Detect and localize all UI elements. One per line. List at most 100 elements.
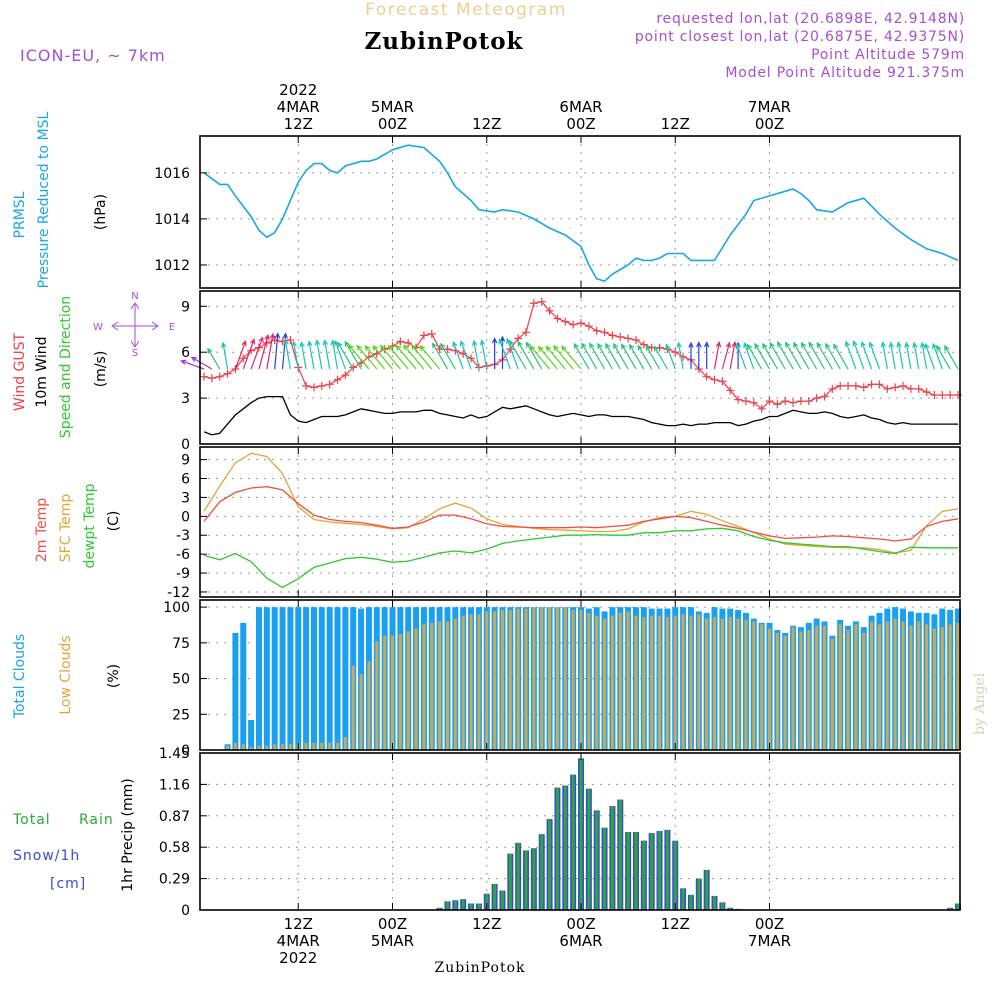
model-label: ICON-EU, ~ 7km xyxy=(20,46,166,65)
temperature-panel xyxy=(203,452,959,589)
wind-gust-point xyxy=(435,345,444,354)
total-cloud-bar xyxy=(240,622,247,750)
rain-bar xyxy=(500,890,504,910)
panel-frames xyxy=(199,135,961,911)
low-cloud-bar xyxy=(516,608,520,750)
clouds-ytick-label: 25 xyxy=(172,707,190,723)
time-label-bottom: 00Z xyxy=(378,915,407,933)
precipitation-ytick-label: 0.87 xyxy=(159,809,190,825)
low-cloud-bar xyxy=(328,742,332,750)
wind-direction-arrow xyxy=(299,341,307,370)
low-cloud-bar xyxy=(438,621,442,750)
wind-direction-arrow xyxy=(825,342,841,370)
low-cloud-bar xyxy=(375,641,379,750)
wind-direction-arrow xyxy=(274,332,281,370)
wind-ytick-label: 6 xyxy=(181,345,190,361)
wind-direction-arrow xyxy=(800,341,818,370)
temperature-frame xyxy=(199,446,961,598)
low-cloud-bar xyxy=(351,665,355,750)
low-cloud-bar xyxy=(948,624,952,750)
precip-legend-total: Total xyxy=(12,812,51,828)
wind-direction-arrow xyxy=(924,342,935,370)
temperature-ytick-label: 0 xyxy=(181,509,190,525)
wind-gust-point xyxy=(309,383,318,392)
rain-bar xyxy=(634,832,638,910)
wind-direction-arrow xyxy=(281,332,288,370)
low-cloud-bar xyxy=(736,618,740,750)
wind-gust-point xyxy=(529,299,538,308)
wind-gust-point xyxy=(859,383,868,392)
low-cloud-bar xyxy=(548,607,552,750)
pressure-labels: PRMSL Pressure Reduced to MSL (hPa) xyxy=(12,111,109,288)
wind-direction-arrow xyxy=(597,342,613,370)
wind-direction-arrow xyxy=(344,340,362,370)
wind-gust-point xyxy=(537,297,546,306)
wind-direction-arrow xyxy=(221,341,229,370)
rain-bar xyxy=(650,833,654,910)
rain-bar xyxy=(697,878,701,910)
pressure-label-unit: (hPa) xyxy=(93,194,109,230)
wind-gust-point xyxy=(883,384,892,393)
low-cloud-bar xyxy=(563,607,567,750)
compass-w: W xyxy=(93,322,103,333)
low-cloud-bar xyxy=(603,618,607,750)
wind-direction-arrow xyxy=(364,344,386,370)
wind-direction-arrow xyxy=(395,344,417,370)
wind-direction-arrow xyxy=(509,339,527,370)
rain-bar xyxy=(438,907,442,910)
low-cloud-bar xyxy=(862,632,866,750)
low-cloud-bar xyxy=(846,630,850,750)
wind-direction-arrow xyxy=(379,344,401,370)
rain-bar xyxy=(493,884,497,910)
total-cloud-bar xyxy=(279,607,286,750)
low-cloud-bar xyxy=(901,621,905,750)
wind-direction-arrow xyxy=(629,343,645,370)
low-cloud-bar xyxy=(445,621,449,750)
low-cloud-bar xyxy=(917,621,921,750)
wind-frame xyxy=(199,290,961,445)
total-cloud-bar xyxy=(342,607,349,750)
wind-panel xyxy=(180,297,962,436)
wind-direction-arrow xyxy=(769,341,786,370)
wind-gust-point xyxy=(796,397,805,406)
low-cloud-bar xyxy=(367,661,371,750)
pressure-frame xyxy=(199,135,961,289)
low-cloud-bar xyxy=(689,615,693,750)
low-cloud-bar xyxy=(414,628,418,750)
rain-bar xyxy=(445,901,449,910)
low-cloud-bar xyxy=(398,634,402,750)
wind-gust-point xyxy=(325,380,334,389)
wind-gust-point xyxy=(726,386,735,395)
wind-gust-point xyxy=(851,381,860,390)
low-cloud-bar xyxy=(870,621,874,750)
low-cloud-bar xyxy=(760,624,764,750)
total-cloud-bar xyxy=(326,607,333,750)
low-cloud-bar xyxy=(909,625,913,750)
low-cloud-bar xyxy=(320,742,324,750)
wind-ytick-label: 3 xyxy=(181,391,190,407)
clouds-labels: Total Clouds Low Clouds (%) xyxy=(12,634,122,719)
low-cloud-bar xyxy=(720,618,724,750)
wind-gust-point xyxy=(702,372,711,381)
rain-bar xyxy=(469,903,473,910)
temp-label-sfc: SFC Temp xyxy=(58,494,74,563)
low-cloud-bar xyxy=(383,635,387,750)
wind-direction-arrow xyxy=(266,332,275,370)
wind-gust-point xyxy=(922,387,931,396)
rain-bar xyxy=(563,785,567,910)
time-label-top: 2022 xyxy=(279,81,317,99)
wind-direction-arrow xyxy=(589,342,606,370)
low-cloud-bar xyxy=(430,622,434,750)
wind-direction-arrow xyxy=(561,345,582,370)
low-cloud-bar xyxy=(493,611,497,750)
low-cloud-bar xyxy=(932,628,936,750)
pressure-ytick-label: 1012 xyxy=(154,258,190,274)
low-cloud-bar xyxy=(477,614,481,750)
wind-direction-arrow xyxy=(665,343,676,370)
rain-bar xyxy=(610,806,614,910)
wind-label-unit: (m/s) xyxy=(93,351,109,388)
wind-direction-arrow xyxy=(307,340,315,370)
precip-legend-rain: Rain xyxy=(79,812,114,828)
total-cloud-bar xyxy=(255,607,262,750)
temperature-labels: 2m Temp SFC Temp dewpt Temp (C) xyxy=(34,483,122,568)
